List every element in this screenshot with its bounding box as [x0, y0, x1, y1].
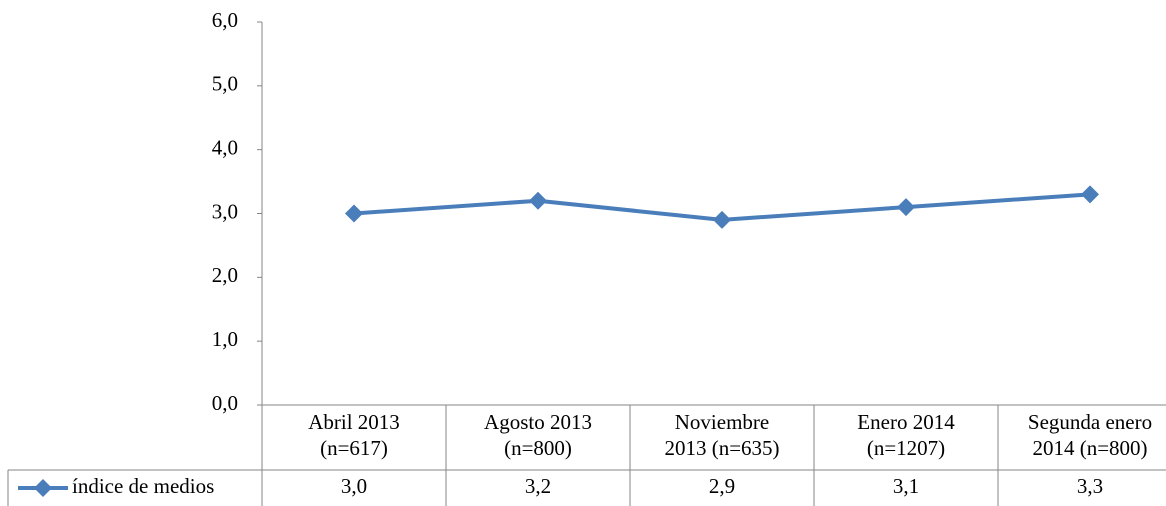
y-tick-label: 5,0 [212, 72, 238, 96]
marker [1081, 185, 1099, 204]
x-tick-label: Agosto 2013 (n=800) [484, 410, 592, 460]
marker [897, 198, 915, 217]
x-tick-label: Enero 2014 (n=1207) [857, 410, 955, 460]
marker [529, 191, 547, 210]
x-tick-label: Noviembre 2013 (n=635) [664, 410, 780, 460]
marker [345, 204, 363, 223]
table-value: 3,0 [341, 474, 367, 498]
y-tick-label: 4,0 [212, 135, 238, 159]
y-tick-label: 3,0 [212, 199, 238, 223]
table-value: 2,9 [709, 474, 735, 498]
table-value: 3,2 [525, 474, 551, 498]
y-tick-label: 0,0 [212, 391, 238, 415]
marker [713, 210, 731, 229]
legend-marker [34, 479, 52, 497]
table-value: 3,3 [1077, 474, 1103, 498]
x-tick-label: Abril 2013 (n=617) [308, 410, 400, 460]
legend-label: índice de medios [72, 474, 214, 498]
x-tick-label: Segunda enero 2014 (n=800) [1027, 410, 1153, 460]
table-value: 3,1 [893, 474, 919, 498]
y-tick-label: 1,0 [212, 327, 238, 351]
y-tick-label: 6,0 [212, 8, 238, 32]
y-tick-label: 2,0 [212, 263, 238, 287]
